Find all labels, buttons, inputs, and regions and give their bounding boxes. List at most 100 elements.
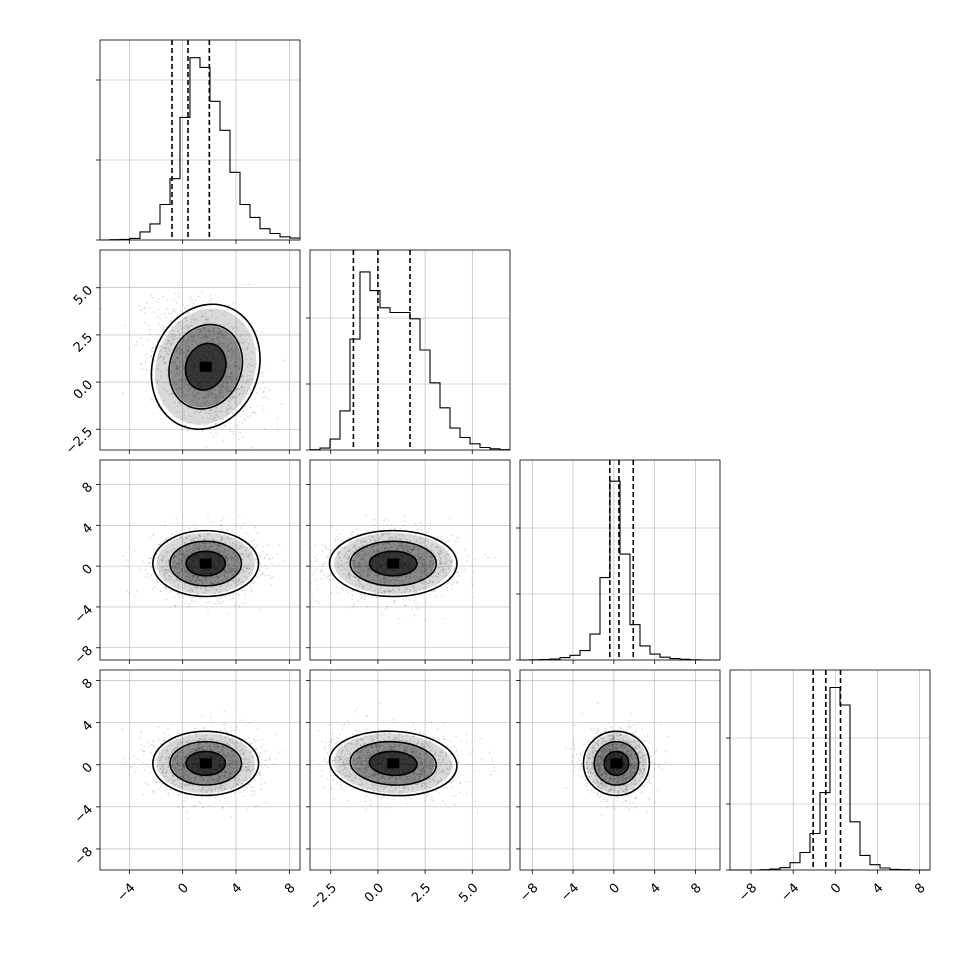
scatter-point [355, 570, 357, 573]
scatter-point [187, 388, 190, 390]
scatter-point [222, 742, 225, 744]
scatter-point [400, 591, 403, 594]
scatter-point [365, 549, 367, 552]
scatter-point [174, 361, 177, 364]
scatter-point [168, 393, 171, 395]
scatter-point [298, 527, 300, 530]
scatter-point [148, 537, 151, 539]
scatter-point [217, 401, 220, 404]
scatter-point [359, 562, 362, 565]
scatter-point [221, 382, 224, 385]
scatter-point [237, 577, 240, 580]
scatter-point [437, 573, 440, 575]
scatter-point [223, 548, 226, 551]
scatter-point [355, 548, 358, 551]
scatter-point [232, 761, 235, 764]
scatter-point [222, 391, 225, 394]
scatter-point [374, 588, 377, 591]
scatter-point [180, 761, 183, 764]
scatter-point [232, 551, 234, 554]
scatter-point [156, 379, 159, 382]
scatter-point [206, 330, 209, 333]
scatter-point [178, 580, 181, 583]
scatter-point [443, 617, 446, 620]
scatter-point [173, 547, 176, 550]
scatter-point [232, 754, 235, 757]
scatter-point [151, 347, 154, 349]
scatter-point [451, 584, 454, 586]
scatter-point [248, 371, 251, 373]
scatter-point [225, 529, 228, 531]
scatter-point [366, 562, 369, 565]
scatter-point [261, 545, 264, 548]
scatter-point [219, 775, 222, 778]
scatter-point [313, 556, 316, 559]
scatter-point [244, 531, 247, 534]
scatter-point [178, 334, 181, 336]
scatter-point [251, 794, 254, 797]
scatter-point [179, 348, 182, 351]
scatter-point [237, 547, 240, 550]
scatter-point [418, 558, 420, 561]
scatter-point [212, 327, 215, 330]
scatter-point [175, 383, 177, 386]
scatter-point [360, 573, 363, 575]
scatter-point [193, 337, 196, 339]
scatter-point [205, 546, 207, 549]
scatter-point [382, 539, 385, 542]
scatter-point [242, 569, 244, 572]
scatter-point [217, 581, 220, 583]
scatter-point [205, 394, 208, 396]
scatter-point [219, 330, 222, 332]
scatter-point [347, 556, 349, 558]
scatter-point [420, 570, 423, 573]
scatter-point [174, 375, 176, 377]
scatter-point [157, 334, 160, 336]
scatter-point [355, 548, 357, 551]
scatter-point [156, 382, 159, 385]
scatter-point [195, 340, 198, 342]
scatter-point [168, 340, 171, 343]
scatter-point [241, 568, 244, 571]
scatter-point [471, 580, 473, 583]
scatter-point [386, 605, 388, 608]
scatter-point [219, 387, 222, 389]
scatter-point [405, 575, 408, 578]
scatter-point [227, 356, 229, 359]
scatter-point [353, 562, 356, 564]
scatter-point [339, 593, 341, 595]
scatter-point [176, 754, 179, 757]
scatter-point [242, 558, 245, 561]
scatter-point [150, 355, 153, 357]
scatter-point [199, 579, 201, 582]
scatter-point [197, 575, 200, 578]
scatter-point [233, 792, 236, 794]
scatter-point [233, 777, 236, 780]
scatter-point [171, 335, 174, 338]
scatter-point [441, 569, 444, 571]
scatter-point [180, 558, 183, 561]
scatter-point [197, 577, 199, 580]
scatter-point [415, 568, 418, 571]
scatter-point [230, 347, 233, 349]
scatter-point [126, 590, 129, 592]
scatter-point [189, 580, 192, 583]
scatter-point [234, 543, 237, 546]
scatter-point [176, 745, 179, 748]
scatter-point [198, 737, 201, 740]
scatter-point [360, 539, 362, 542]
scatter-point [196, 343, 199, 346]
scatter-point [392, 579, 395, 581]
scatter-point [202, 397, 205, 400]
scatter-point [251, 364, 254, 367]
scatter-point [212, 341, 214, 343]
scatter-point [184, 756, 187, 759]
scatter-point [231, 763, 234, 765]
scatter-point [194, 750, 197, 752]
scatter-point [181, 787, 184, 790]
scatter-point [169, 789, 172, 792]
scatter-point [342, 588, 345, 591]
scatter-point [194, 318, 197, 321]
scatter-point [432, 562, 435, 565]
